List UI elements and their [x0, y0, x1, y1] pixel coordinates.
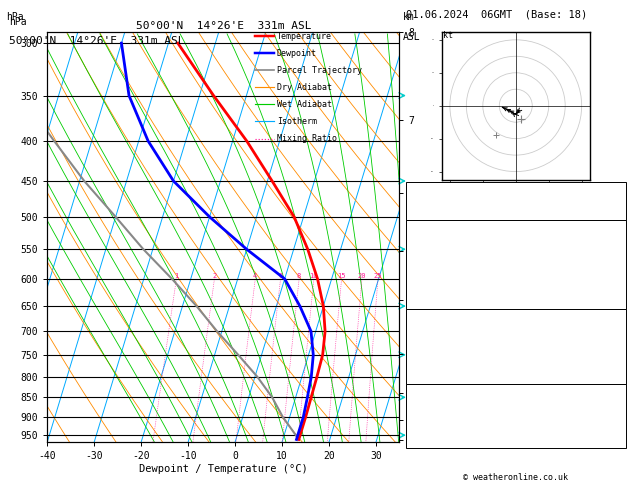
Text: θₑ (K): θₑ (K): [409, 336, 440, 345]
Text: Lifted Index: Lifted Index: [409, 348, 469, 357]
Text: Most Unstable: Most Unstable: [483, 311, 548, 319]
Text: SREH: SREH: [409, 412, 430, 420]
Text: Pressure (mb): Pressure (mb): [409, 323, 474, 332]
Text: 13.4: 13.4: [603, 235, 623, 243]
Text: -6: -6: [613, 412, 623, 420]
Text: kt: kt: [443, 31, 454, 40]
Text: Dry Adiabat: Dry Adiabat: [277, 83, 331, 92]
Text: Lifted Index: Lifted Index: [409, 273, 469, 281]
Text: 317: 317: [608, 336, 623, 345]
Text: 0: 0: [618, 361, 623, 370]
Text: Parcel Trajectory: Parcel Trajectory: [277, 66, 362, 75]
Text: 27: 27: [613, 298, 623, 307]
Text: 20: 20: [358, 273, 366, 279]
Text: 50°00'N  14°26'E  331m ASL: 50°00'N 14°26'E 331m ASL: [9, 36, 185, 47]
Text: Isotherm: Isotherm: [277, 117, 317, 126]
Text: km: km: [403, 12, 415, 22]
Text: 6: 6: [279, 273, 282, 279]
X-axis label: Dewpoint / Temperature (°C): Dewpoint / Temperature (°C): [139, 464, 308, 474]
Text: 15: 15: [337, 273, 346, 279]
Text: θₑ(K): θₑ(K): [409, 260, 435, 269]
Text: 4: 4: [253, 273, 257, 279]
Text: EH: EH: [409, 399, 420, 408]
Text: 4: 4: [618, 273, 623, 281]
Text: 139°: 139°: [603, 424, 623, 433]
Text: Dewpoint: Dewpoint: [277, 49, 317, 58]
Text: K: K: [409, 184, 415, 193]
Text: CIN (J): CIN (J): [409, 374, 445, 382]
Text: 29: 29: [613, 184, 623, 193]
Text: -45: -45: [608, 399, 623, 408]
Text: 700: 700: [608, 323, 623, 332]
Text: CIN (J): CIN (J): [409, 298, 445, 307]
Text: Mixing Ratio: Mixing Ratio: [277, 134, 337, 143]
Text: 01.06.2024  06GMT  (Base: 18): 01.06.2024 06GMT (Base: 18): [406, 9, 587, 19]
Y-axis label: Mixing Ratio (g/kg): Mixing Ratio (g/kg): [429, 181, 439, 293]
Text: 2: 2: [213, 273, 216, 279]
Text: 25: 25: [374, 273, 382, 279]
Text: ASL: ASL: [403, 32, 420, 42]
Text: Wet Adiabat: Wet Adiabat: [277, 100, 331, 109]
Text: Surface: Surface: [498, 222, 533, 231]
Text: CAPE (J): CAPE (J): [409, 361, 450, 370]
Text: 0: 0: [618, 374, 623, 382]
Text: 12.9: 12.9: [603, 247, 623, 256]
Text: CAPE (J): CAPE (J): [409, 285, 450, 294]
Text: StmDir: StmDir: [409, 424, 440, 433]
Text: © weatheronline.co.uk: © weatheronline.co.uk: [464, 473, 568, 482]
Text: StmSpd (kt): StmSpd (kt): [409, 437, 464, 446]
Text: 316: 316: [608, 260, 623, 269]
Text: Hodograph: Hodograph: [493, 386, 538, 395]
Text: 1: 1: [618, 285, 623, 294]
Text: PW (cm): PW (cm): [409, 209, 445, 218]
Text: 1: 1: [174, 273, 179, 279]
Text: Temperature: Temperature: [277, 32, 331, 41]
Text: 9: 9: [618, 437, 623, 446]
Text: hPa: hPa: [6, 12, 24, 22]
Text: 2.73: 2.73: [603, 209, 623, 218]
Text: hPa: hPa: [9, 17, 27, 27]
Text: 45: 45: [613, 197, 623, 206]
Text: 10: 10: [309, 273, 318, 279]
Text: 3: 3: [618, 348, 623, 357]
Title: 50°00'N  14°26'E  331m ASL: 50°00'N 14°26'E 331m ASL: [135, 21, 311, 31]
Text: Temp (°C): Temp (°C): [409, 235, 455, 243]
Text: 8: 8: [297, 273, 301, 279]
Text: Dewp (°C): Dewp (°C): [409, 247, 455, 256]
Text: Totals Totals: Totals Totals: [409, 197, 474, 206]
